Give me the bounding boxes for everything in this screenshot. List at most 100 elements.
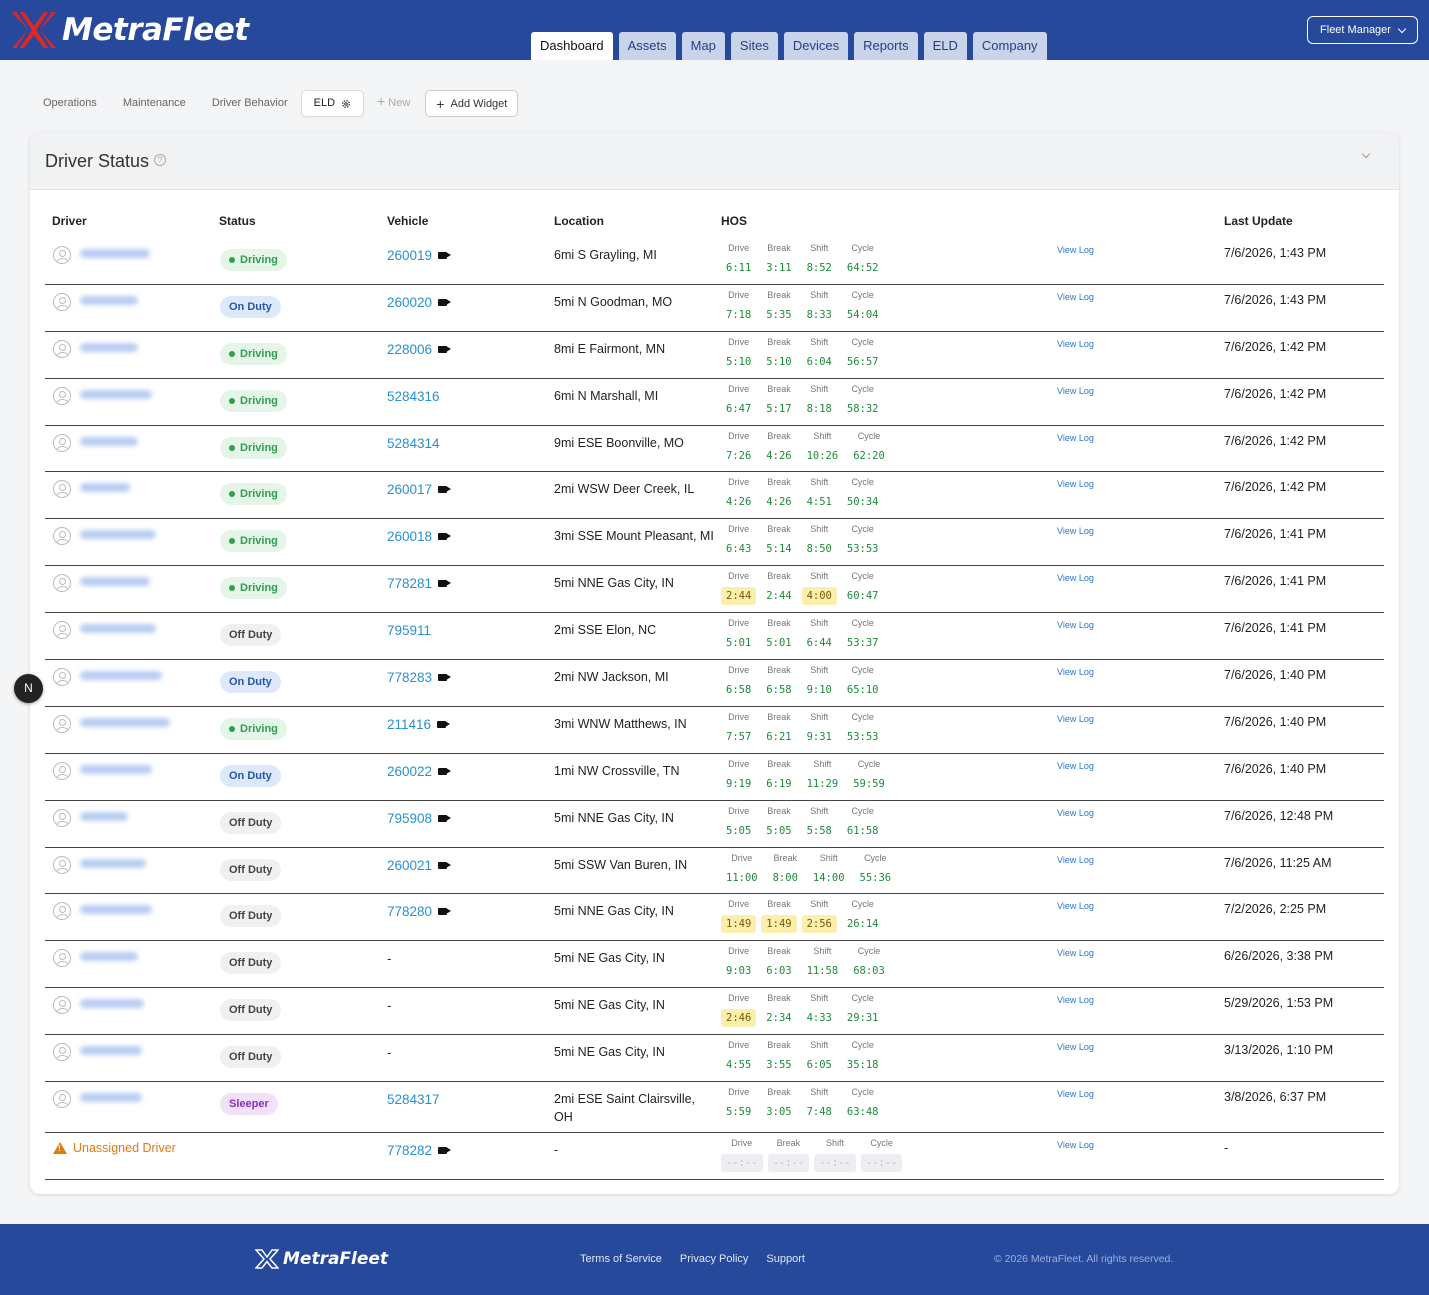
footer-logo[interactable]: MetraFleet <box>255 1248 388 1270</box>
vehicle-link[interactable]: 778282 <box>387 1143 448 1158</box>
driver-name-redacted[interactable] <box>80 342 138 352</box>
driver-name-redacted[interactable] <box>80 671 162 681</box>
vehicle-link[interactable]: 260019 <box>387 248 448 263</box>
subtab-eld[interactable]: ELD <box>300 90 365 117</box>
view-log-link[interactable]: View Log <box>1057 526 1094 537</box>
camera-icon[interactable] <box>438 908 448 916</box>
driver-name-redacted[interactable] <box>80 249 150 258</box>
vehicle-link[interactable]: 5284317 <box>387 1092 440 1107</box>
driver-name-redacted[interactable] <box>80 1093 142 1103</box>
help-icon[interactable]: ? <box>154 154 166 166</box>
view-log-link[interactable]: View Log <box>1057 385 1094 396</box>
nav-tab-assets[interactable]: Assets <box>618 32 676 60</box>
last-update-time: 7/6/2026, 11:25 AM <box>1224 855 1332 870</box>
vehicle-link[interactable]: 5284314 <box>387 436 440 451</box>
camera-icon[interactable] <box>438 861 448 869</box>
vehicle-link[interactable]: 260018 <box>387 529 448 544</box>
subtab-driver-behavior[interactable]: Driver Behavior <box>211 97 288 109</box>
driver-name-redacted[interactable] <box>80 1046 142 1056</box>
vehicle-link[interactable]: 260021 <box>387 858 448 873</box>
camera-icon[interactable] <box>437 720 447 728</box>
view-log-link[interactable]: View Log <box>1057 948 1094 959</box>
driver-name-redacted[interactable] <box>80 999 144 1009</box>
hos-value: 5:10 <box>766 355 792 368</box>
collapse-chevron-icon[interactable] <box>1361 144 1371 162</box>
nav-tab-map[interactable]: Map <box>681 32 725 60</box>
view-log-link[interactable]: View Log <box>1057 854 1094 865</box>
driver-name-redacted[interactable] <box>80 389 152 399</box>
new-tab-button[interactable]: + New <box>364 90 423 117</box>
vehicle-link[interactable]: 778283 <box>387 670 448 685</box>
vehicle-link[interactable]: 778281 <box>387 576 448 591</box>
nav-tab-eld[interactable]: ELD <box>923 32 967 60</box>
vehicle-link[interactable]: 211416 <box>387 717 447 732</box>
view-log-link[interactable]: View Log <box>1057 807 1094 818</box>
add-widget-button[interactable]: + Add Widget <box>425 90 519 117</box>
driver-name-redacted[interactable] <box>80 811 128 821</box>
driver-name-redacted[interactable] <box>80 295 138 305</box>
camera-icon[interactable] <box>438 767 448 775</box>
view-log-link[interactable]: View Log <box>1057 995 1094 1006</box>
column-status: Status <box>219 214 256 228</box>
vehicle-link[interactable]: 228006 <box>387 342 448 357</box>
view-log-link[interactable]: View Log <box>1057 1042 1094 1053</box>
camera-icon[interactable] <box>438 814 448 822</box>
view-log-link[interactable]: View Log <box>1057 713 1094 724</box>
nav-tab-company[interactable]: Company <box>972 32 1047 60</box>
view-log-link[interactable]: View Log <box>1057 432 1094 443</box>
support-link[interactable]: Support <box>766 1253 805 1265</box>
hos-label: Cycle <box>857 758 881 769</box>
driver-name-redacted[interactable] <box>80 952 138 962</box>
driver-name-redacted[interactable] <box>80 483 130 493</box>
camera-icon[interactable] <box>438 345 448 353</box>
driver-name-redacted[interactable] <box>80 436 138 446</box>
driver-name-redacted[interactable] <box>80 624 156 634</box>
view-log-link[interactable]: View Log <box>1057 573 1094 584</box>
view-log-link[interactable]: View Log <box>1057 901 1094 912</box>
driver-name-redacted[interactable] <box>80 858 146 868</box>
nav-tab-reports[interactable]: Reports <box>854 32 918 60</box>
view-log-link[interactable]: View Log <box>1057 667 1094 678</box>
vehicle-link[interactable]: 795908 <box>387 811 448 826</box>
driver-name-redacted[interactable] <box>80 530 156 540</box>
hos-value: 8:00 <box>772 871 798 884</box>
vehicle-link[interactable]: 260020 <box>387 295 448 310</box>
view-log-link[interactable]: View Log <box>1057 620 1094 631</box>
nav-tab-dashboard[interactable]: Dashboard <box>531 32 613 60</box>
camera-icon[interactable] <box>438 252 448 259</box>
nav-tab-sites[interactable]: Sites <box>730 32 778 60</box>
camera-icon[interactable] <box>438 580 448 588</box>
fleet-manager-menu-button[interactable]: Fleet Manager <box>1307 16 1418 44</box>
gear-icon[interactable] <box>341 99 351 109</box>
vehicle-link[interactable]: 260017 <box>387 482 448 497</box>
vehicle-link[interactable]: 778280 <box>387 904 448 919</box>
terms-link[interactable]: Terms of Service <box>580 1253 662 1265</box>
nav-tab-devices[interactable]: Devices <box>783 32 849 60</box>
view-log-link[interactable]: View Log <box>1057 760 1094 771</box>
view-log-link[interactable]: View Log <box>1057 1140 1094 1151</box>
subtab-operations[interactable]: Operations <box>43 97 97 109</box>
subtab-maintenance[interactable]: Maintenance <box>122 97 186 109</box>
vehicle-link[interactable]: 260022 <box>387 764 448 779</box>
vehicle-link[interactable]: 5284316 <box>387 389 440 404</box>
driver-name-redacted[interactable] <box>80 717 170 727</box>
hos-value: 14:00 <box>812 871 845 884</box>
logo[interactable]: MetraFleet <box>10 8 249 52</box>
camera-icon[interactable] <box>438 674 448 682</box>
driver-name-redacted[interactable] <box>80 905 152 915</box>
privacy-link[interactable]: Privacy Policy <box>679 1253 749 1265</box>
view-log-link[interactable]: View Log <box>1057 245 1094 255</box>
view-log-link[interactable]: View Log <box>1057 479 1094 490</box>
view-log-link[interactable]: View Log <box>1057 338 1094 349</box>
camera-icon[interactable] <box>438 486 448 494</box>
driver-name-redacted[interactable] <box>80 577 150 587</box>
camera-icon[interactable] <box>438 1147 448 1155</box>
hos-summary: Drive 2:44 Break 2:44 Shift 4:00 Cycle 60:47 <box>721 571 884 606</box>
floating-n-button[interactable]: N <box>14 674 43 703</box>
camera-icon[interactable] <box>438 298 448 306</box>
vehicle-link[interactable]: 795911 <box>387 623 431 638</box>
driver-name-redacted[interactable] <box>80 764 152 774</box>
camera-icon[interactable] <box>438 533 448 541</box>
view-log-link[interactable]: View Log <box>1057 291 1094 302</box>
view-log-link[interactable]: View Log <box>1057 1089 1094 1100</box>
